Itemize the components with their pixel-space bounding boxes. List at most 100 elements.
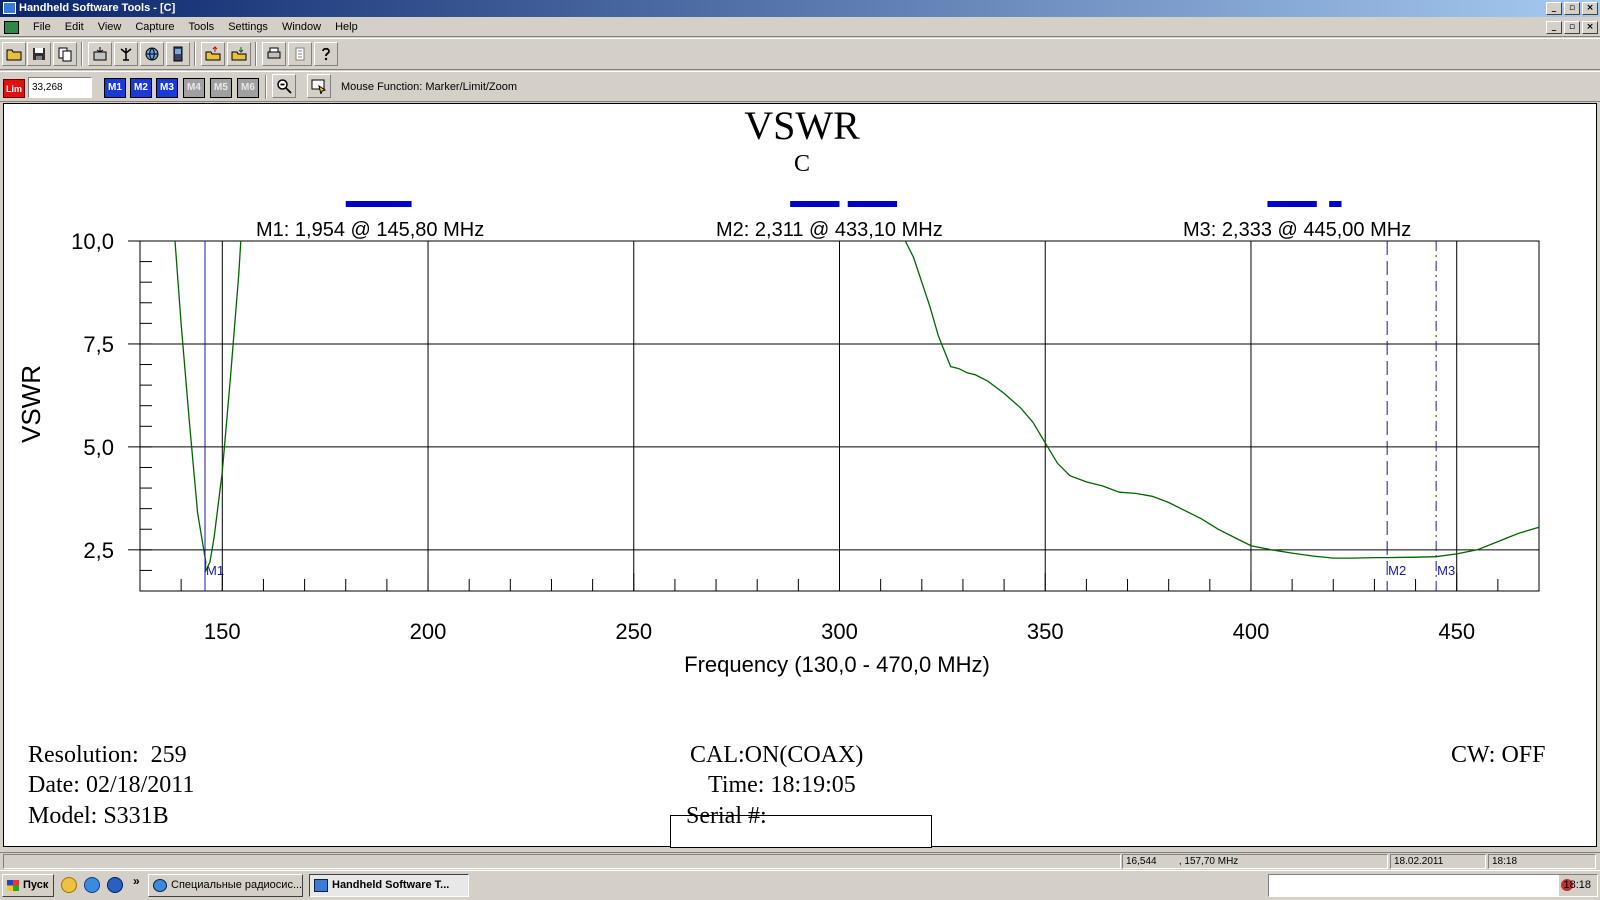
- handheld-device-icon[interactable]: [166, 42, 190, 66]
- toolbar-separator: [194, 42, 196, 66]
- serial-box: [670, 815, 932, 848]
- marker-m3-button[interactable]: M3: [156, 78, 178, 98]
- app-icon: [3, 2, 16, 14]
- menu-edit[interactable]: Edit: [64, 21, 84, 33]
- chart-subtitle: C: [794, 151, 810, 177]
- quicklaunch-chevron[interactable]: »: [133, 874, 140, 888]
- globe-icon[interactable]: [140, 42, 164, 66]
- taskbar: Пуск » Специальные радиосис... Handheld …: [0, 870, 1600, 900]
- y-tick-label: 7,5: [83, 332, 114, 357]
- capture-device-icon[interactable]: [88, 42, 112, 66]
- vswr-trace: [904, 240, 1540, 559]
- task-browser[interactable]: Специальные радиосис...: [148, 874, 303, 897]
- limit-bar: [345, 201, 412, 207]
- system-tray: 18:18: [1268, 874, 1598, 897]
- chart-title: VSWR: [744, 104, 860, 148]
- zoom-icon[interactable]: [272, 74, 296, 98]
- marker-readout: M2: 2,311 @ 433,10 MHz: [716, 219, 943, 241]
- limit-value-input[interactable]: [28, 77, 92, 98]
- model-text: Model: S331B: [28, 803, 169, 829]
- marker-m2-button[interactable]: M2: [130, 78, 152, 98]
- window-title: Handheld Software Tools - [C]: [19, 2, 176, 14]
- y-tick-label: 2,5: [83, 538, 114, 563]
- menu-capture[interactable]: Capture: [135, 21, 175, 33]
- doc-restore-button[interactable]: ▫: [1564, 21, 1580, 34]
- open-folder-icon[interactable]: [2, 42, 26, 66]
- cal-text: CAL:ON(COAX): [690, 742, 864, 768]
- y-tick-label: 5,0: [83, 435, 114, 460]
- copy-icon[interactable]: [53, 42, 77, 66]
- start-button[interactable]: Пуск: [2, 874, 54, 897]
- cw-text: CW: OFF: [1451, 742, 1546, 768]
- print-icon[interactable]: [262, 42, 286, 66]
- app-task-icon: [314, 879, 328, 892]
- vswr-chart[interactable]: VSWR C M1: 1,954 @ 145,80 MHz M2: 2,311 @…: [4, 104, 1598, 848]
- status-time: 18:18: [1488, 854, 1596, 869]
- upload-folder-icon[interactable]: [201, 42, 225, 66]
- menu-help[interactable]: Help: [335, 21, 358, 33]
- limit-button[interactable]: Lim: [3, 79, 25, 98]
- marker-label: M3: [1437, 563, 1455, 578]
- marker-toolbar: Lim M1 M2 M3 M4 M5 M6 Mouse Function: Ma…: [0, 71, 1600, 102]
- vswr-plot-window[interactable]: VSWR C M1: 1,954 @ 145,80 MHz M2: 2,311 @…: [3, 103, 1597, 847]
- marker-m1-button[interactable]: M1: [104, 78, 126, 98]
- menu-file[interactable]: File: [33, 21, 51, 33]
- marker-readout: M1: 1,954 @ 145,80 MHz: [256, 219, 484, 241]
- status-message: [3, 854, 1121, 869]
- y-axis-label: VSWR: [16, 365, 46, 443]
- close-button[interactable]: ×: [1582, 2, 1598, 15]
- taskbar-clock: 18:18: [1563, 879, 1591, 891]
- browser-icon[interactable]: [84, 877, 100, 893]
- date-text: Date: 02/18/2011: [28, 772, 195, 798]
- mouse-function-label: Mouse Function: Marker/Limit/Zoom: [341, 81, 518, 93]
- status-value: 16,544: [1126, 856, 1157, 867]
- x-tick-label: 150: [204, 619, 241, 644]
- resolution-text: Resolution: 259: [28, 742, 187, 768]
- menu-tools[interactable]: Tools: [188, 21, 215, 33]
- maximize-button[interactable]: ▫: [1564, 2, 1580, 15]
- toolbar-separator: [81, 42, 83, 66]
- task-handheld-software[interactable]: Handheld Software T...: [309, 874, 469, 897]
- mouse-function-icon[interactable]: [307, 74, 331, 98]
- task-handheld-label: Handheld Software T...: [332, 879, 450, 891]
- tray-antivirus-icon[interactable]: [1561, 879, 1573, 891]
- status-cursor: 16,544 , 157,70 MHz: [1122, 854, 1388, 869]
- doc-minimize-button[interactable]: _: [1546, 21, 1562, 34]
- title-bar: Handheld Software Tools - [C] _ ▫ ×: [0, 0, 1600, 17]
- toolbar-separator: [255, 42, 257, 66]
- task-browser-label: Специальные радиосис...: [171, 879, 303, 891]
- document-system-icon[interactable]: [4, 21, 19, 34]
- tray-icons-area: [1269, 875, 1559, 896]
- antenna-icon[interactable]: [114, 42, 138, 66]
- marker-m6-button[interactable]: M6: [237, 78, 259, 98]
- x-tick-label: 300: [821, 619, 858, 644]
- status-date: 18.02.2011: [1390, 854, 1486, 869]
- limit-bar: [1329, 201, 1342, 207]
- x-tick-label: 200: [410, 619, 447, 644]
- status-bar: 16,544 , 157,70 MHz 18.02.2011 18:18: [0, 852, 1600, 869]
- download-folder-icon[interactable]: [227, 42, 251, 66]
- serial-text: Serial #:: [686, 803, 767, 829]
- marker-m5-button[interactable]: M5: [210, 78, 232, 98]
- vswr-trace: [174, 240, 242, 573]
- media-player-icon[interactable]: [107, 877, 123, 893]
- marker-m4-button[interactable]: M4: [183, 78, 205, 98]
- limit-bar: [1267, 201, 1317, 207]
- desktop-icon[interactable]: [61, 877, 77, 893]
- doc-close-button[interactable]: ×: [1582, 21, 1598, 34]
- x-tick-label: 250: [615, 619, 652, 644]
- toolbar-separator: [265, 75, 267, 99]
- menu-view[interactable]: View: [97, 21, 122, 33]
- marker-label: M2: [1388, 563, 1406, 578]
- menu-bar: File Edit View Capture Tools Settings Wi…: [0, 18, 1600, 37]
- menu-settings[interactable]: Settings: [228, 21, 268, 33]
- print-preview-icon[interactable]: [288, 42, 312, 66]
- help-icon[interactable]: [314, 42, 338, 66]
- save-icon[interactable]: [27, 42, 51, 66]
- limit-bar: [847, 201, 898, 207]
- x-tick-label: 350: [1027, 619, 1064, 644]
- minimize-button[interactable]: _: [1546, 2, 1562, 15]
- menu-window[interactable]: Window: [281, 21, 322, 33]
- x-axis-label: Frequency (130,0 - 470,0 MHz): [684, 652, 990, 677]
- browser-task-icon: [153, 879, 167, 892]
